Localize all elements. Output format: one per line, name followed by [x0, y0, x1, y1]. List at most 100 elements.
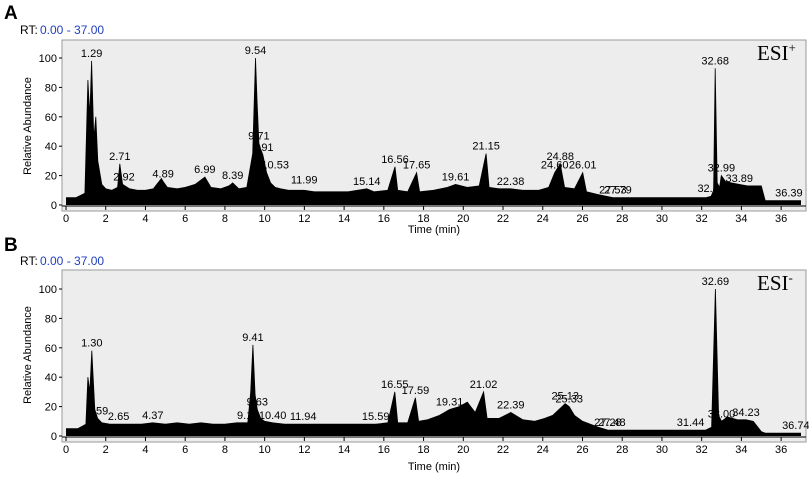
chromatogram-trace-b [66, 288, 801, 434]
peak-label: 26.01 [569, 160, 597, 172]
peak-label: 9.41 [242, 332, 263, 344]
panel-letter-a: A [4, 3, 18, 24]
y-tick-label: 20 [45, 171, 57, 183]
peak-label: 25.13 [551, 391, 579, 403]
y-tick-label: 100 [39, 53, 57, 65]
x-tick-label: 32 [696, 213, 708, 225]
peak-label: 15.59 [362, 411, 390, 423]
peak-label: 17.65 [403, 160, 431, 172]
x-tick-label: 32 [696, 444, 708, 456]
x-tick-label: 30 [656, 213, 668, 225]
peak-label: 22.39 [497, 399, 525, 411]
plot-frame-a [61, 39, 807, 212]
peak-label: 25.33 [555, 394, 583, 406]
peak-label: 27.28 [594, 417, 622, 429]
peak-label: 36.39 [775, 188, 803, 200]
y-tick-label: 0 [51, 200, 57, 212]
x-tick-label: 36 [775, 213, 787, 225]
x-tick-label: 0 [63, 213, 69, 225]
x-tick-label: 26 [576, 213, 588, 225]
y-axis-title-a: Relative Abundance [22, 77, 34, 175]
peak-label: 31.44 [677, 417, 705, 429]
rt-range-b: 0.00 - 37.00 [40, 254, 104, 268]
x-tick-label: 24 [537, 213, 549, 225]
x-tick-label: 20 [457, 444, 469, 456]
peak-label: 19.61 [442, 171, 470, 183]
plot-frame-b [61, 269, 807, 443]
peak-label: 32.68 [701, 55, 729, 67]
x-tick-label: 2 [103, 444, 109, 456]
x-tick-label: 12 [298, 444, 310, 456]
x-tick-label: 28 [616, 444, 628, 456]
rt-range-a: 0.00 - 37.00 [40, 23, 104, 37]
peak-label: 17.59 [402, 385, 430, 397]
peak-label: 1.29 [81, 48, 102, 60]
x-tick-label: 8 [222, 444, 228, 456]
peak-label: 15.14 [353, 176, 381, 188]
peak-label: 21.15 [472, 141, 500, 153]
x-tick-label: 30 [656, 444, 668, 456]
peak-label: 33.89 [725, 173, 753, 185]
ion-mode-text-b: ESI [757, 271, 789, 295]
peak-label: 27.48 [598, 417, 626, 429]
peak-label: 16.56 [381, 154, 409, 166]
peak-label: 4.89 [152, 168, 173, 180]
ion-mode-label-a: ESI+ [757, 40, 796, 65]
peak-label: 4.37 [142, 410, 163, 422]
peak-label: 9.54 [245, 45, 266, 57]
peak-label: 21.02 [470, 379, 498, 391]
peak-label: 2.71 [109, 151, 130, 163]
peak-label: 8.39 [222, 170, 243, 182]
peak-label: 24.88 [546, 151, 574, 163]
chromatogram-area-b [66, 289, 801, 436]
peak-label: 9.63 [247, 397, 268, 409]
peak-label: 32.69 [702, 276, 730, 288]
y-tick-label: 80 [45, 313, 57, 325]
peak-label: 6.99 [194, 164, 215, 176]
ion-mode-label-b: ESI- [757, 270, 793, 295]
panel-b: B RT: 0.00 - 37.00 ESI- 1.30 1.59 2.65 4.37… [4, 235, 809, 473]
x-tick-label: 28 [616, 213, 628, 225]
x-tick-label: 20 [457, 213, 469, 225]
x-tick-label: 14 [338, 444, 350, 456]
x-tick-label: 24 [537, 444, 549, 456]
peak-label: 9.71 [248, 130, 269, 142]
x-tick-label: 36 [775, 444, 787, 456]
x-tick-label: 26 [576, 444, 588, 456]
peak-label: 9.15 [237, 410, 258, 422]
peak-label: 33.00 [708, 408, 736, 420]
y-tick-label: 100 [39, 284, 57, 296]
x-axis-title-a: Time (min) [408, 224, 460, 236]
chromatogram-trace-a [66, 57, 801, 202]
peak-label: 34.23 [732, 407, 760, 419]
x-tick-label: 16 [378, 444, 390, 456]
x-tick-label: 22 [497, 444, 509, 456]
peak-label: 1.30 [81, 338, 102, 350]
x-tick-label: 10 [259, 213, 271, 225]
peak-label: 24.60 [541, 160, 569, 172]
peak-label: 2.92 [113, 171, 134, 183]
x-tick-label: 6 [182, 444, 188, 456]
x-tick-label: 0 [63, 444, 69, 456]
x-tick-label: 12 [298, 213, 310, 225]
x-tick-label: 18 [417, 444, 429, 456]
y-tick-label: 60 [45, 343, 57, 355]
panel-a: A RT: 0.00 - 37.00 ESI+ 1.29 2.71 2.92 4.89… [4, 3, 807, 236]
x-tick-label: 10 [259, 444, 271, 456]
peak-label: 19.31 [436, 397, 464, 409]
x-tick-label: 14 [338, 213, 350, 225]
y-tick-label: 80 [45, 82, 57, 94]
ion-mode-sup-b: - [789, 270, 793, 285]
peak-label: 1.59 [87, 405, 108, 417]
peak-label: 9.91 [252, 142, 273, 154]
y-tick-label: 40 [45, 141, 57, 153]
peak-label: 22.38 [497, 176, 525, 188]
x-tick-label: 8 [222, 213, 228, 225]
ion-mode-text-a: ESI [757, 41, 789, 65]
y-tick-label: 0 [51, 431, 57, 443]
x-tick-label: 22 [497, 213, 509, 225]
x-tick-label: 6 [182, 213, 188, 225]
peak-label: 27.79 [604, 185, 632, 197]
y-tick-label: 60 [45, 112, 57, 124]
